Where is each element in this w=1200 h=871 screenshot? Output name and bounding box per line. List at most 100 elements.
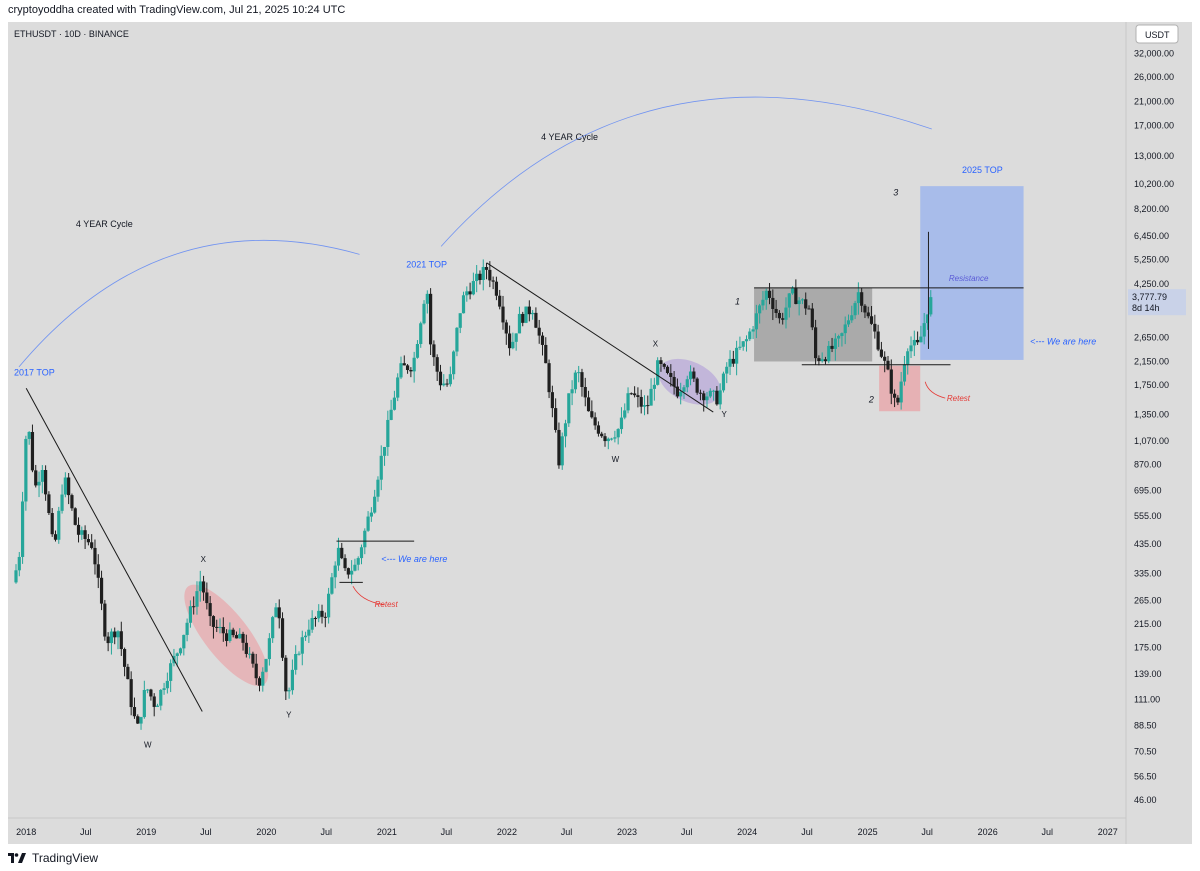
candle-body [205,592,209,604]
candle-body [40,470,44,482]
candle [340,542,344,560]
price-tick-label: 1,070.00 [1134,436,1169,446]
wave-w-2022: W [612,455,620,464]
candle [728,350,732,375]
candle [80,526,84,540]
candle [47,491,51,515]
candle [448,366,452,387]
candle [774,299,778,318]
candle [540,332,545,356]
candle [922,312,926,345]
candle [577,365,581,383]
candle [906,348,910,375]
candle [899,371,903,410]
candle-body [866,312,870,317]
candle [521,311,525,327]
price-tick-label: 2,650.00 [1134,333,1169,343]
candle [590,400,594,419]
candle-body [488,269,492,281]
tradingview-brand[interactable]: TradingView [8,850,98,866]
price-tick-label: 870.00 [1134,460,1162,470]
currency-badge: USDT [1135,24,1179,44]
wave-3-label: 3 [893,188,898,198]
candle-body [672,376,676,387]
candle [744,335,749,352]
candle-body [465,291,469,296]
candle [195,581,199,615]
candle-body [544,344,548,364]
candle [813,319,818,365]
candle-body [646,405,650,407]
candle [501,295,505,330]
candle-body [234,635,239,639]
candle-body [109,631,114,644]
candle-body [119,631,123,650]
candle-body [330,577,334,594]
candle-body [899,381,903,403]
candle [284,655,288,701]
candle [642,395,647,416]
candle [817,355,821,366]
candle [264,658,268,673]
candle [609,437,614,441]
candle-body [76,524,81,535]
candle-body [412,357,416,372]
price-tick-label: 21,000.00 [1134,97,1174,107]
candle [405,363,410,374]
candle-body [461,295,466,314]
candle-body [37,481,41,486]
time-tick-label: 2021 [377,827,397,837]
candle [741,340,745,351]
candle-body [682,387,686,392]
price-tick-label: 46.00 [1134,795,1157,805]
candle [843,316,847,345]
candle [804,292,808,315]
candle-body [320,610,324,617]
candle [491,276,495,290]
candle [40,465,44,494]
candle [63,472,67,498]
candle [659,357,663,372]
candle-body [382,446,387,456]
chart-canvas[interactable]: ETHUSDT · 10D · BINANCE 4 YEAR Cycle 4 YEA… [8,22,1192,844]
candle-body [669,372,673,377]
candle [234,631,239,639]
candle-body [415,344,420,358]
candle [386,410,390,456]
price-tick-label: 88.50 [1134,720,1157,730]
candle-body [468,291,472,295]
price-tick-label: 1,350.00 [1134,410,1169,420]
candle-body [271,617,275,639]
top-2017-label: 2017 TOP [14,368,55,378]
candle [178,647,183,656]
candle [60,484,64,514]
candle [67,472,71,505]
candle [682,384,686,400]
candle-body [761,299,765,306]
candle-body [244,642,248,654]
candle-body [534,312,538,328]
candle [432,340,436,366]
candle [389,399,393,421]
candle [665,365,670,375]
time-axis: 2018 Jul 2019 Jul 2020 Jul 2021 Jul 2022 Jul 2023 J… [8,817,1126,837]
candle [57,506,61,544]
candle-body [307,629,311,636]
candle-body [810,308,814,328]
candle-body [241,633,245,643]
candle-body [695,378,699,393]
time-tick-label: Jul [200,827,212,837]
candle-body [478,273,482,280]
candle [208,596,212,626]
candle [593,412,597,430]
candle [800,298,805,305]
candle [507,325,512,356]
candle [396,373,400,402]
downtrend-line-2022 [486,262,714,413]
candle-body [24,438,28,502]
candle-body [613,437,617,439]
candle [912,330,916,357]
candle [399,356,403,380]
candle [751,326,755,340]
candle [303,631,308,641]
